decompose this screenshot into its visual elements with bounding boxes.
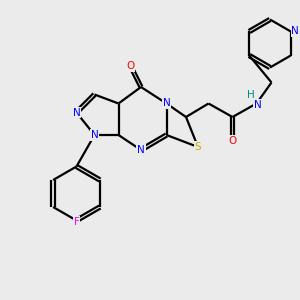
Text: N: N	[291, 26, 299, 37]
Text: N: N	[254, 100, 262, 110]
Text: O: O	[126, 61, 135, 71]
Text: N: N	[163, 98, 170, 109]
Text: N: N	[73, 107, 80, 118]
Text: N: N	[91, 130, 98, 140]
Text: S: S	[195, 142, 201, 152]
Text: N: N	[137, 145, 145, 155]
Text: F: F	[74, 217, 80, 227]
Text: H: H	[247, 90, 255, 100]
Text: O: O	[228, 136, 237, 146]
